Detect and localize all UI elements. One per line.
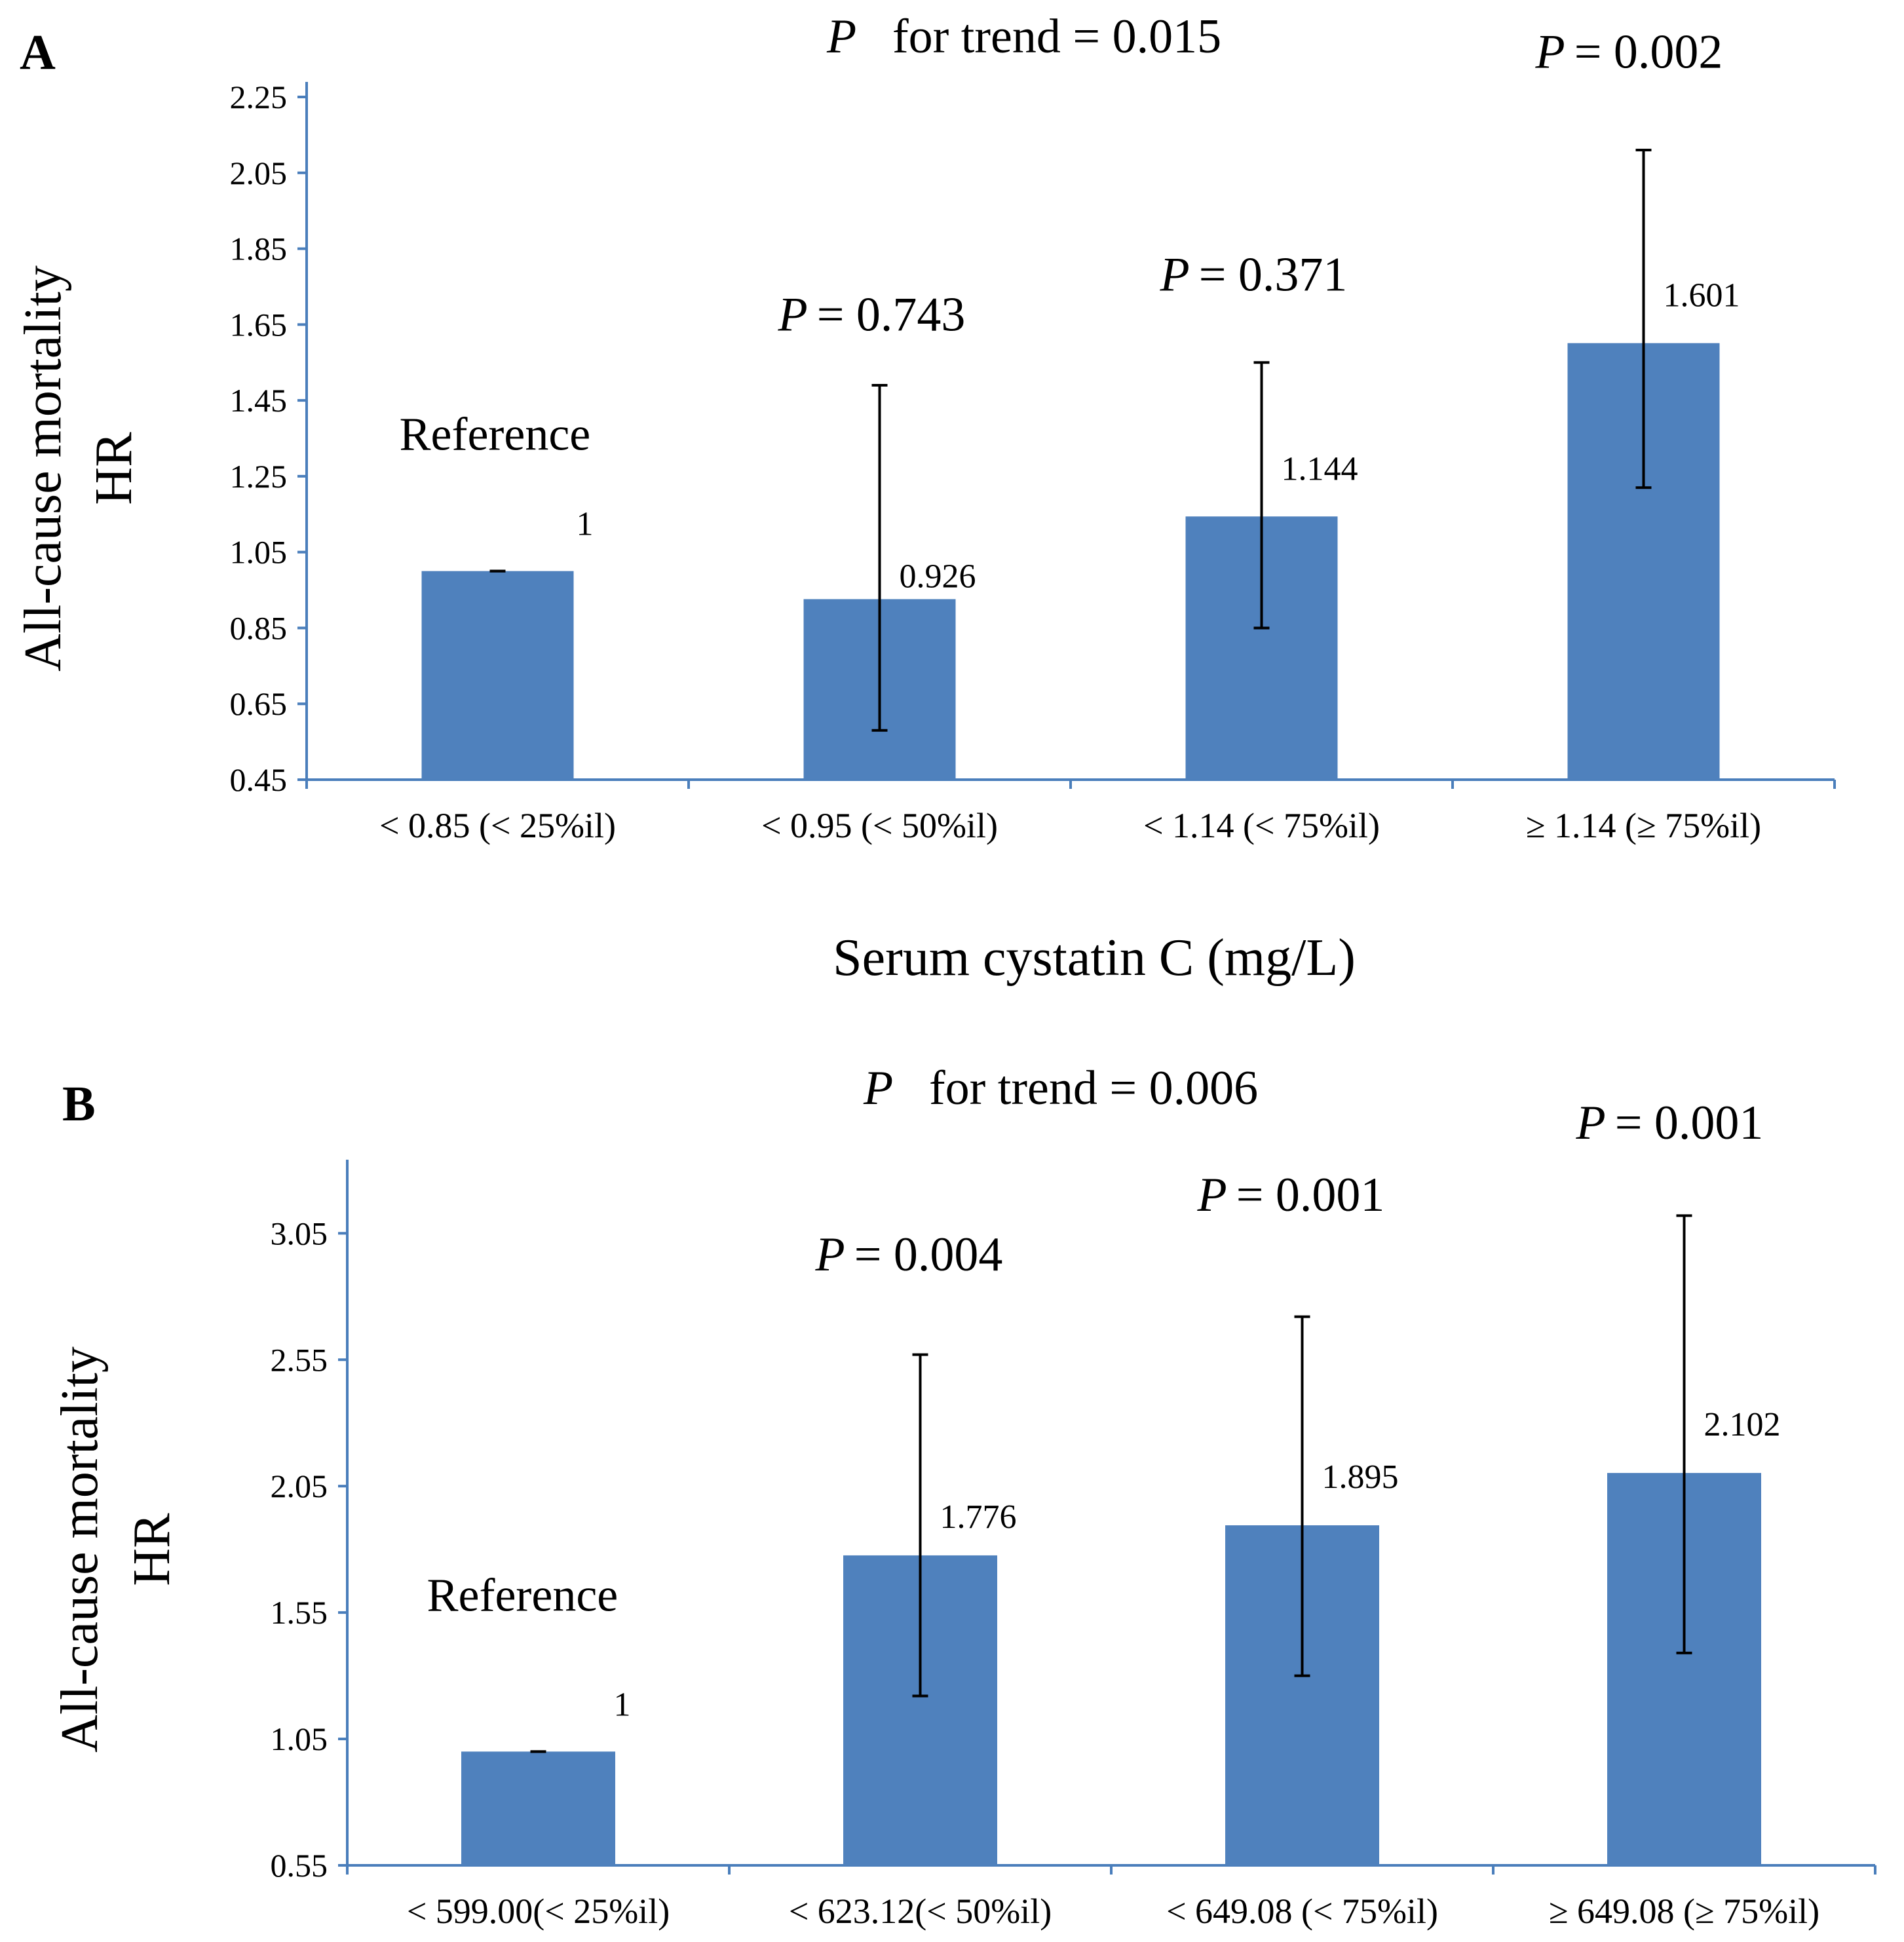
p-value-annotation: P = 0.004 (815, 1228, 1003, 1282)
data-label: 2.102 (1704, 1406, 1781, 1443)
p-value-text: = 0.002 (1574, 26, 1723, 79)
panel-b-label: B (62, 1076, 96, 1132)
panel-a-label: A (20, 25, 56, 80)
y-tick-label: 1.45 (230, 382, 288, 419)
x-category-label: ≥ 1.14 (≥ 75%il) (1526, 806, 1761, 845)
p-value-symbol: P (815, 1228, 845, 1282)
x-category-label: < 0.85 (< 25%il) (379, 806, 616, 845)
panel-a-plot: 0.45 0.65 0.85 1.05 1.25 1.45 1.65 1.85 2.05 2.25… (230, 26, 1836, 845)
y-tick-label: 0.45 (230, 761, 288, 798)
p-value-text: = 0.371 (1199, 248, 1348, 301)
p-value-text: = 0.004 (854, 1228, 1003, 1282)
x-category-label: < 649.08 (< 75%il) (1166, 1892, 1438, 1931)
y-tick-label: 1.65 (230, 306, 288, 343)
x-category-label: < 599.00(< 25%il) (407, 1892, 670, 1931)
p-value-symbol: P (1197, 1168, 1227, 1222)
panel-b-trend-label: for trend = 0.006 (929, 1061, 1258, 1115)
x-category-label: < 0.95 (< 50%il) (761, 806, 998, 845)
panel-a-trend-label: for trend = 0.015 (892, 10, 1221, 64)
y-tick-label: 0.55 (271, 1847, 328, 1884)
reference-annotation: Reference (400, 408, 591, 461)
y-tick-label: 0.85 (230, 609, 288, 646)
data-label: 1.144 (1282, 450, 1358, 487)
y-tick-label: 2.25 (230, 79, 288, 115)
panel-b-ylabel-hr: HR (123, 1513, 181, 1586)
p-value-annotation: P = 0.001 (1197, 1168, 1385, 1222)
y-tick-label: 2.55 (271, 1341, 328, 1378)
y-tick-label: 1.85 (230, 231, 288, 267)
p-value-text: = 0.743 (817, 288, 966, 341)
data-label: 1.601 (1664, 277, 1740, 314)
bar (461, 1751, 615, 1865)
panel-b-trend-p: P (863, 1061, 893, 1115)
y-tick-label: 1.25 (230, 458, 288, 495)
data-label: 1.895 (1322, 1458, 1399, 1496)
data-label: 1 (614, 1686, 631, 1723)
p-value-symbol: P (778, 288, 808, 341)
data-label: 1.776 (940, 1498, 1017, 1536)
x-category-label: ≥ 649.08 (≥ 75%il) (1549, 1892, 1819, 1931)
p-value-annotation: P = 0.743 (778, 288, 966, 341)
p-value-annotation: P = 0.001 (1576, 1096, 1764, 1150)
data-label: 1 (577, 506, 594, 543)
y-tick-label: 0.65 (230, 685, 288, 722)
data-label: 0.926 (900, 558, 976, 595)
panel-a-ylabel-hr: HR (85, 432, 143, 505)
panel-b-ylabel: All-cause mortality (51, 1346, 109, 1753)
panel-a-xlabel: Serum cystatin C (mg/L) (833, 929, 1356, 987)
p-value-text: = 0.001 (1615, 1096, 1764, 1150)
p-value-symbol: P (1576, 1096, 1606, 1150)
p-value-annotation: P = 0.371 (1160, 248, 1348, 301)
y-tick-label: 3.05 (271, 1215, 328, 1251)
p-value-text: = 0.001 (1236, 1168, 1385, 1222)
x-category-label: < 623.12(< 50%il) (789, 1892, 1052, 1931)
bar (421, 571, 574, 780)
reference-annotation: Reference (427, 1569, 619, 1621)
y-tick-label: 2.05 (230, 155, 288, 191)
p-value-annotation: P = 0.002 (1535, 26, 1723, 79)
y-tick-label: 2.05 (271, 1468, 328, 1504)
y-tick-label: 1.55 (271, 1594, 328, 1631)
panel-a-trend-p: P (826, 10, 856, 64)
x-category-label: < 1.14 (< 75%il) (1143, 806, 1380, 845)
y-tick-label: 1.05 (230, 534, 288, 571)
p-value-symbol: P (1535, 26, 1565, 79)
panel-a-ylabel: All-cause mortality (14, 265, 72, 672)
y-tick-label: 1.05 (271, 1721, 328, 1757)
panel-b-plot: 0.55 1.05 1.55 2.05 2.55 3.05 < 599.00(< 25%il… (271, 1096, 1876, 1931)
p-value-symbol: P (1160, 248, 1190, 301)
